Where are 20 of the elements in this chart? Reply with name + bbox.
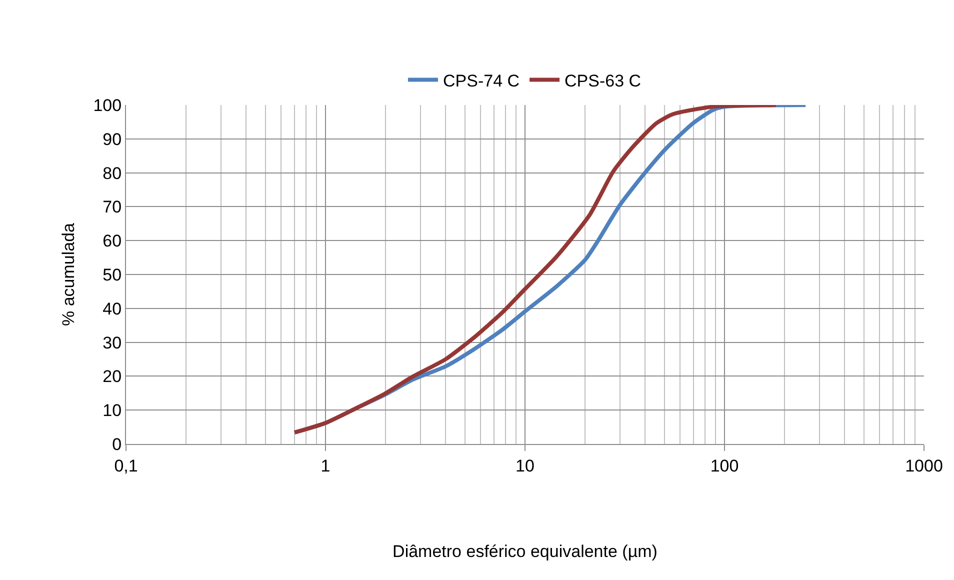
y-tick-label: 100 — [93, 96, 122, 115]
y-tick-label: 30 — [102, 333, 122, 352]
y-tick-label: 20 — [102, 367, 122, 386]
x-tick-label: 10 — [516, 456, 534, 476]
y-tick-label: 60 — [102, 232, 122, 251]
x-axis-title: Diâmetro esférico equivalente (µm) — [392, 542, 658, 561]
y-tick-label: 70 — [102, 198, 122, 217]
x-tick-label: 100 — [710, 456, 739, 476]
y-tick-label: 10 — [102, 401, 122, 420]
legend-label: CPS-63 C — [564, 71, 642, 90]
y-tick-label: 80 — [102, 164, 122, 183]
y-tick-label: 40 — [102, 299, 122, 318]
x-tick-label: 1000 — [905, 456, 943, 476]
y-axis-title: % acumulada — [58, 222, 78, 326]
y-tick-label: 0 — [112, 434, 122, 454]
y-tick-label: 50 — [102, 265, 122, 284]
legend-label: CPS-74 C — [443, 71, 520, 90]
x-tick-label: 0,1 — [114, 456, 138, 476]
x-tick-label: 1 — [320, 456, 330, 476]
y-tick-label: 90 — [102, 130, 122, 149]
